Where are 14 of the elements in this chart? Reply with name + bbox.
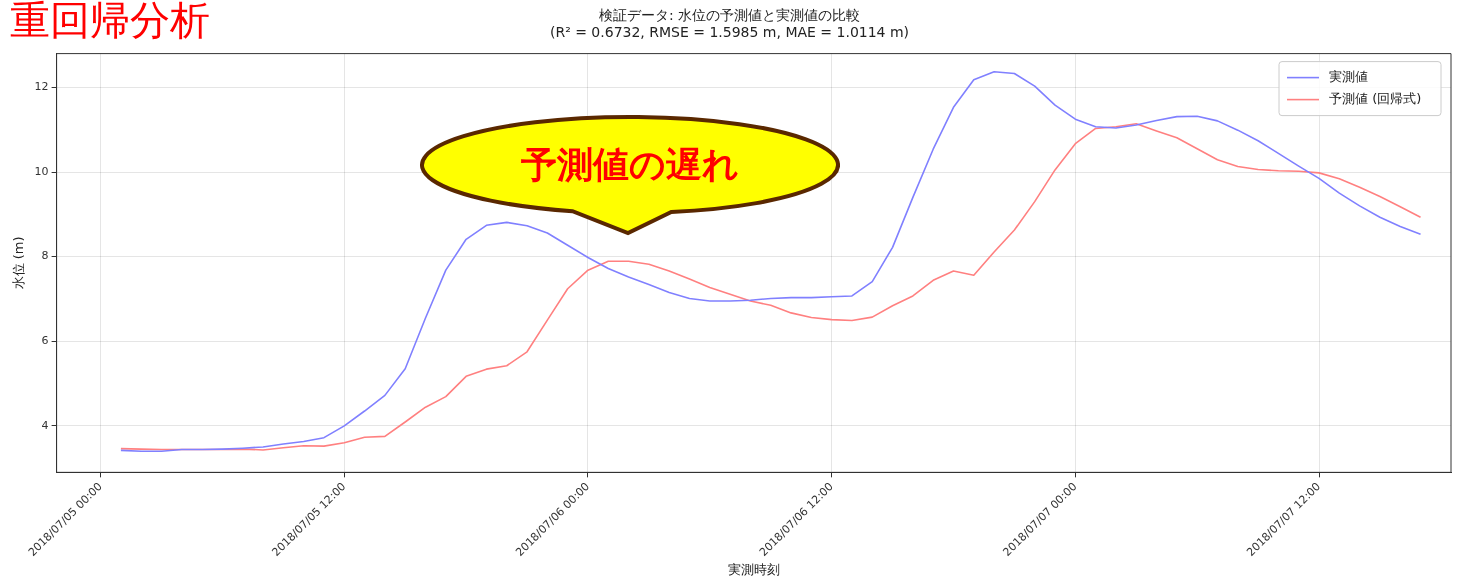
annotation: 予測値の遅れ [520, 143, 740, 187]
chart-title: 検証データ: 水位の予測値と実測値の比較 [598, 7, 861, 24]
text: 重回帰分析 [10, 0, 210, 44]
y-tick-label: 8 [41, 249, 49, 263]
y-tick-label: 6 [41, 334, 49, 348]
y-tick-label: 12 [34, 80, 49, 94]
y-axis-title: 水位 (m) [11, 236, 27, 290]
y-tick-label: 10 [34, 164, 49, 178]
y-tick-label: 4 [41, 418, 49, 432]
legend-label: 実測値 [1329, 68, 1368, 84]
speech-bubble: 予測値の遅れ [420, 113, 840, 237]
x-axis-title: 実測時刻 [727, 561, 780, 577]
legend-label: 予測値 (回帰式) [1329, 90, 1422, 106]
chart-subtitle: (R² = 0.6732, RMSE = 1.5985 m, MAE = 1.0114 m) [549, 23, 910, 40]
